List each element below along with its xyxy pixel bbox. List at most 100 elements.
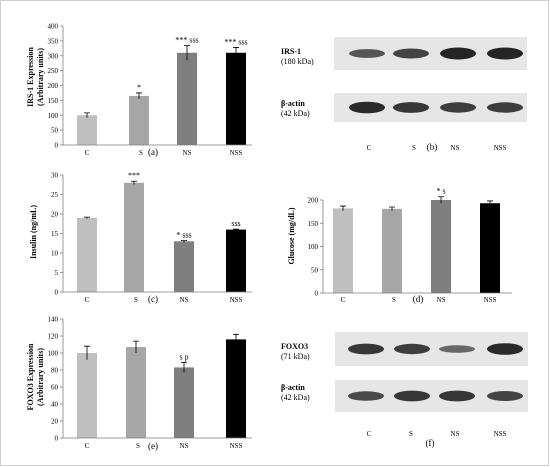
blot-f-category-NSS: NSS	[494, 430, 507, 438]
chart-c-category-NSS: NSS	[230, 296, 243, 304]
chart-e-ytick-label-4: 80	[51, 367, 59, 375]
chart-e-ylabel-line1: FOXO3 Expression	[26, 343, 35, 410]
chart-a-ytick-label-7: 350	[48, 37, 59, 45]
chart-e-axes	[62, 319, 252, 439]
chart-e-annotation-NS: s p	[179, 352, 188, 361]
chart-d-bar-C	[333, 208, 353, 293]
chart-c-panel-label: (c)	[148, 294, 158, 304]
chart-e-category-S: S	[136, 442, 140, 450]
chart-c-category-NS: NS	[180, 296, 189, 304]
chart-a-ytick-label-5: 250	[48, 67, 59, 75]
blot-b-row1-band-C	[349, 49, 385, 58]
blot-f-row2-name: β-actin	[281, 383, 305, 392]
chart-d-ylabel: Glucose (mg/dL)	[287, 207, 296, 264]
chart-d-category-NSS: NSS	[484, 296, 497, 304]
chart-d-bar-NS	[431, 200, 451, 293]
chart-glucose: Glucose (mg/dL) 0 50 100 150 200 * s C S NS NSS (…	[287, 187, 512, 304]
chart-e-ytick-label-6: 120	[48, 333, 59, 341]
chart-c-bar-C	[77, 217, 97, 292]
chart-d-category-NS: NS	[437, 296, 446, 304]
blot-f-row2-band-C	[348, 391, 384, 401]
chart-a-category-NS: NS	[183, 149, 192, 157]
chart-a-ytick-label-1: 50	[51, 127, 59, 135]
chart-d-ytick-label-3: 150	[308, 220, 319, 228]
chart-a-category-NSS: NSS	[230, 149, 243, 157]
chart-e-ytick-label-5: 100	[48, 350, 59, 358]
chart-d-category-C: C	[341, 296, 346, 304]
blot-f-row1-size: (71 kDa)	[281, 352, 310, 361]
chart-c-ylabel: Insulin (ng/mL)	[29, 205, 38, 259]
blot-f-row1-band-NS	[439, 345, 475, 353]
chart-c-errorbar-NS	[181, 240, 187, 243]
chart-e-ylabel-line2: (Arbitrary units)	[36, 348, 45, 406]
chart-a-ytick-label-0: 0	[55, 142, 59, 150]
chart-e-ytick-label-1: 20	[51, 418, 59, 426]
blot-b-category-NS: NS	[451, 144, 460, 152]
chart-c-category-C: C	[85, 296, 90, 304]
chart-a-category-S: S	[139, 149, 143, 157]
blot-b-row2-band-NSS	[487, 102, 523, 113]
chart-c-ytick-label-6: 30	[51, 172, 59, 180]
chart-d-ytick-label-4: 200	[308, 197, 319, 205]
chart-e-bar-S	[126, 347, 146, 438]
blot-f-row1-name: FOXO3	[281, 342, 308, 351]
chart-e-ytick-label-3: 60	[51, 384, 59, 392]
chart-insulin: Insulin (ng/mL) 0 5 10 15 20 25 30 *** * sss sss C…	[29, 171, 252, 304]
chart-e-category-NS: NS	[180, 442, 189, 450]
chart-a-annotation-NSS: *** sss	[224, 37, 247, 46]
blot-b-row2-band-S	[393, 102, 429, 113]
blot-b-category-NSS: NSS	[494, 144, 507, 152]
chart-a-ytick-label-6: 300	[48, 52, 59, 60]
chart-e-errorbar-NS	[181, 361, 187, 373]
chart-d-bar-NSS	[480, 203, 500, 293]
chart-e-category-C: C	[85, 442, 90, 450]
chart-e-bar-NSS	[226, 339, 246, 438]
chart-e-bar-C	[77, 353, 97, 438]
blot-b-row2-band-NS	[440, 102, 476, 113]
blot-b-row1-name: IRS-1	[281, 47, 301, 56]
chart-c-ytick-label-1: 5	[55, 269, 59, 277]
chart-d-ytick-label-0: 0	[315, 290, 319, 298]
chart-foxo3-expression: FOXO3 Expression (Arbitrary units) 0 20 40…	[26, 316, 252, 451]
blot-f-row2-band-NSS	[487, 391, 523, 401]
blot-b-row1-band-NSS	[487, 47, 523, 60]
chart-e-errorbar-NSS	[233, 333, 239, 345]
chart-d-errorbar-NS	[438, 196, 444, 204]
blot-f-category-NS: NS	[451, 430, 460, 438]
chart-e-category-NSS: NSS	[230, 442, 243, 450]
chart-a-bar-S	[129, 95, 149, 145]
chart-c-category-S: S	[134, 296, 138, 304]
chart-a-category-C: C	[85, 149, 90, 157]
chart-c-ytick-label-4: 20	[51, 211, 59, 219]
blot-b-category-S: S	[412, 144, 416, 152]
blot-b-row2-band-C	[349, 101, 385, 114]
chart-d-category-S: S	[392, 296, 396, 304]
chart-c-ytick-label-3: 15	[51, 230, 59, 238]
blot-b-category-C: C	[367, 144, 372, 152]
chart-e-ytick-label-7: 140	[48, 316, 59, 324]
chart-irs1-expression: IRS-1 Expression (Arbitrary units) 0 50 10…	[26, 23, 252, 157]
chart-a-ytick-label-8: 400	[48, 23, 59, 31]
chart-a-ylabel-line2: (Arbitrary units)	[36, 48, 45, 106]
western-blot-foxo3: FOXO3 (71 kDa) β-actin (42 kDa) C S NS NSS …	[281, 332, 528, 448]
chart-a-errorbar-NS	[184, 44, 190, 61]
chart-d-ytick-label-2: 100	[308, 243, 319, 251]
blot-f-row2-band-NS	[439, 390, 475, 402]
chart-c-annotation-NS: * sss	[176, 231, 191, 240]
chart-a-ylabel-line1: IRS-1 Expression	[26, 47, 35, 107]
chart-a-errorbar-C	[84, 112, 90, 118]
chart-c-annotation-S: ***	[128, 171, 140, 180]
chart-c-ytick-label-2: 10	[51, 250, 59, 258]
chart-a-errorbar-NSS	[233, 47, 239, 59]
chart-a-panel-label: (a)	[148, 147, 158, 157]
blot-f-row1-band-S	[394, 343, 430, 355]
blot-b-row1-band-NS	[440, 47, 476, 60]
western-blot-irs1: IRS-1 (180 kDa) β-actin (42 kDa) C S NS NSS…	[281, 37, 527, 152]
chart-c-bar-NSS	[226, 229, 246, 292]
chart-d-ytick-label-1: 50	[311, 266, 319, 274]
blot-f-category-S: S	[409, 430, 413, 438]
chart-d-bar-S	[382, 208, 402, 293]
blot-f-row2-size: (42 kDa)	[281, 393, 310, 402]
chart-e-errorbar-C	[84, 345, 90, 360]
